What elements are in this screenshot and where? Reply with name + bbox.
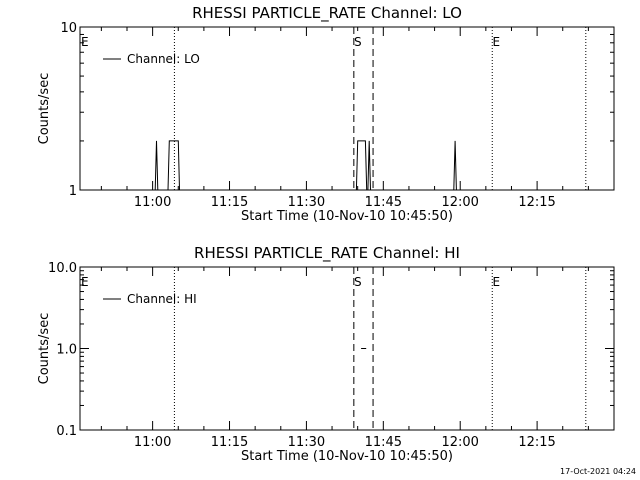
y-tick-label: 1.0 [56, 343, 77, 358]
x-tick-label: 11:15 [211, 435, 248, 450]
x-tick-label: 11:45 [365, 435, 402, 450]
x-axis-label: Start Time (10-Nov-10 10:45:50) [241, 449, 453, 464]
y-axis-label: Counts/sec [37, 73, 52, 145]
x-tick-label: 11:00 [134, 435, 171, 450]
series-line [80, 140, 614, 190]
y-tick-label: 10 [60, 21, 77, 36]
time-marker-label: S [354, 275, 362, 289]
y-tick-label: 10.0 [48, 261, 77, 276]
x-tick-label: 11:30 [288, 195, 325, 210]
x-tick-label: 12:00 [441, 195, 478, 210]
corner-marker-label: E [81, 275, 89, 289]
time-marker-label: E [492, 275, 500, 289]
timestamp: 17-Oct-2021 04:24 [560, 467, 636, 476]
legend-label: Channel: LO [127, 52, 200, 66]
x-tick-label: 12:00 [441, 435, 478, 450]
legend-label: Channel: HI [127, 292, 197, 306]
x-tick-label: 12:15 [518, 195, 555, 210]
panel-2: RHESSI PARTICLE_RATE Channel: HI 11:00 11:… [37, 244, 615, 464]
x-tick-label: 11:30 [288, 435, 325, 450]
y-tick-label: 1 [69, 184, 77, 199]
x-tick-label: 11:00 [134, 195, 171, 210]
chart-title: RHESSI PARTICLE_RATE Channel: LO [192, 4, 462, 23]
x-tick-label: 11:45 [365, 195, 402, 210]
time-marker-label: S [354, 35, 362, 49]
y-axis-label: Counts/sec [37, 313, 52, 385]
x-axis-label: Start Time (10-Nov-10 10:45:50) [241, 209, 453, 224]
time-marker-label: E [492, 35, 500, 49]
x-tick-label: 11:15 [211, 195, 248, 210]
y-tick-label: 0.1 [56, 424, 77, 439]
panel-1: RHESSI PARTICLE_RATE Channel: LO 11:00 11:… [37, 4, 615, 224]
x-tick-label: 12:15 [518, 435, 555, 450]
corner-marker-label: E [81, 35, 89, 49]
chart-title: RHESSI PARTICLE_RATE Channel: HI [194, 244, 460, 263]
